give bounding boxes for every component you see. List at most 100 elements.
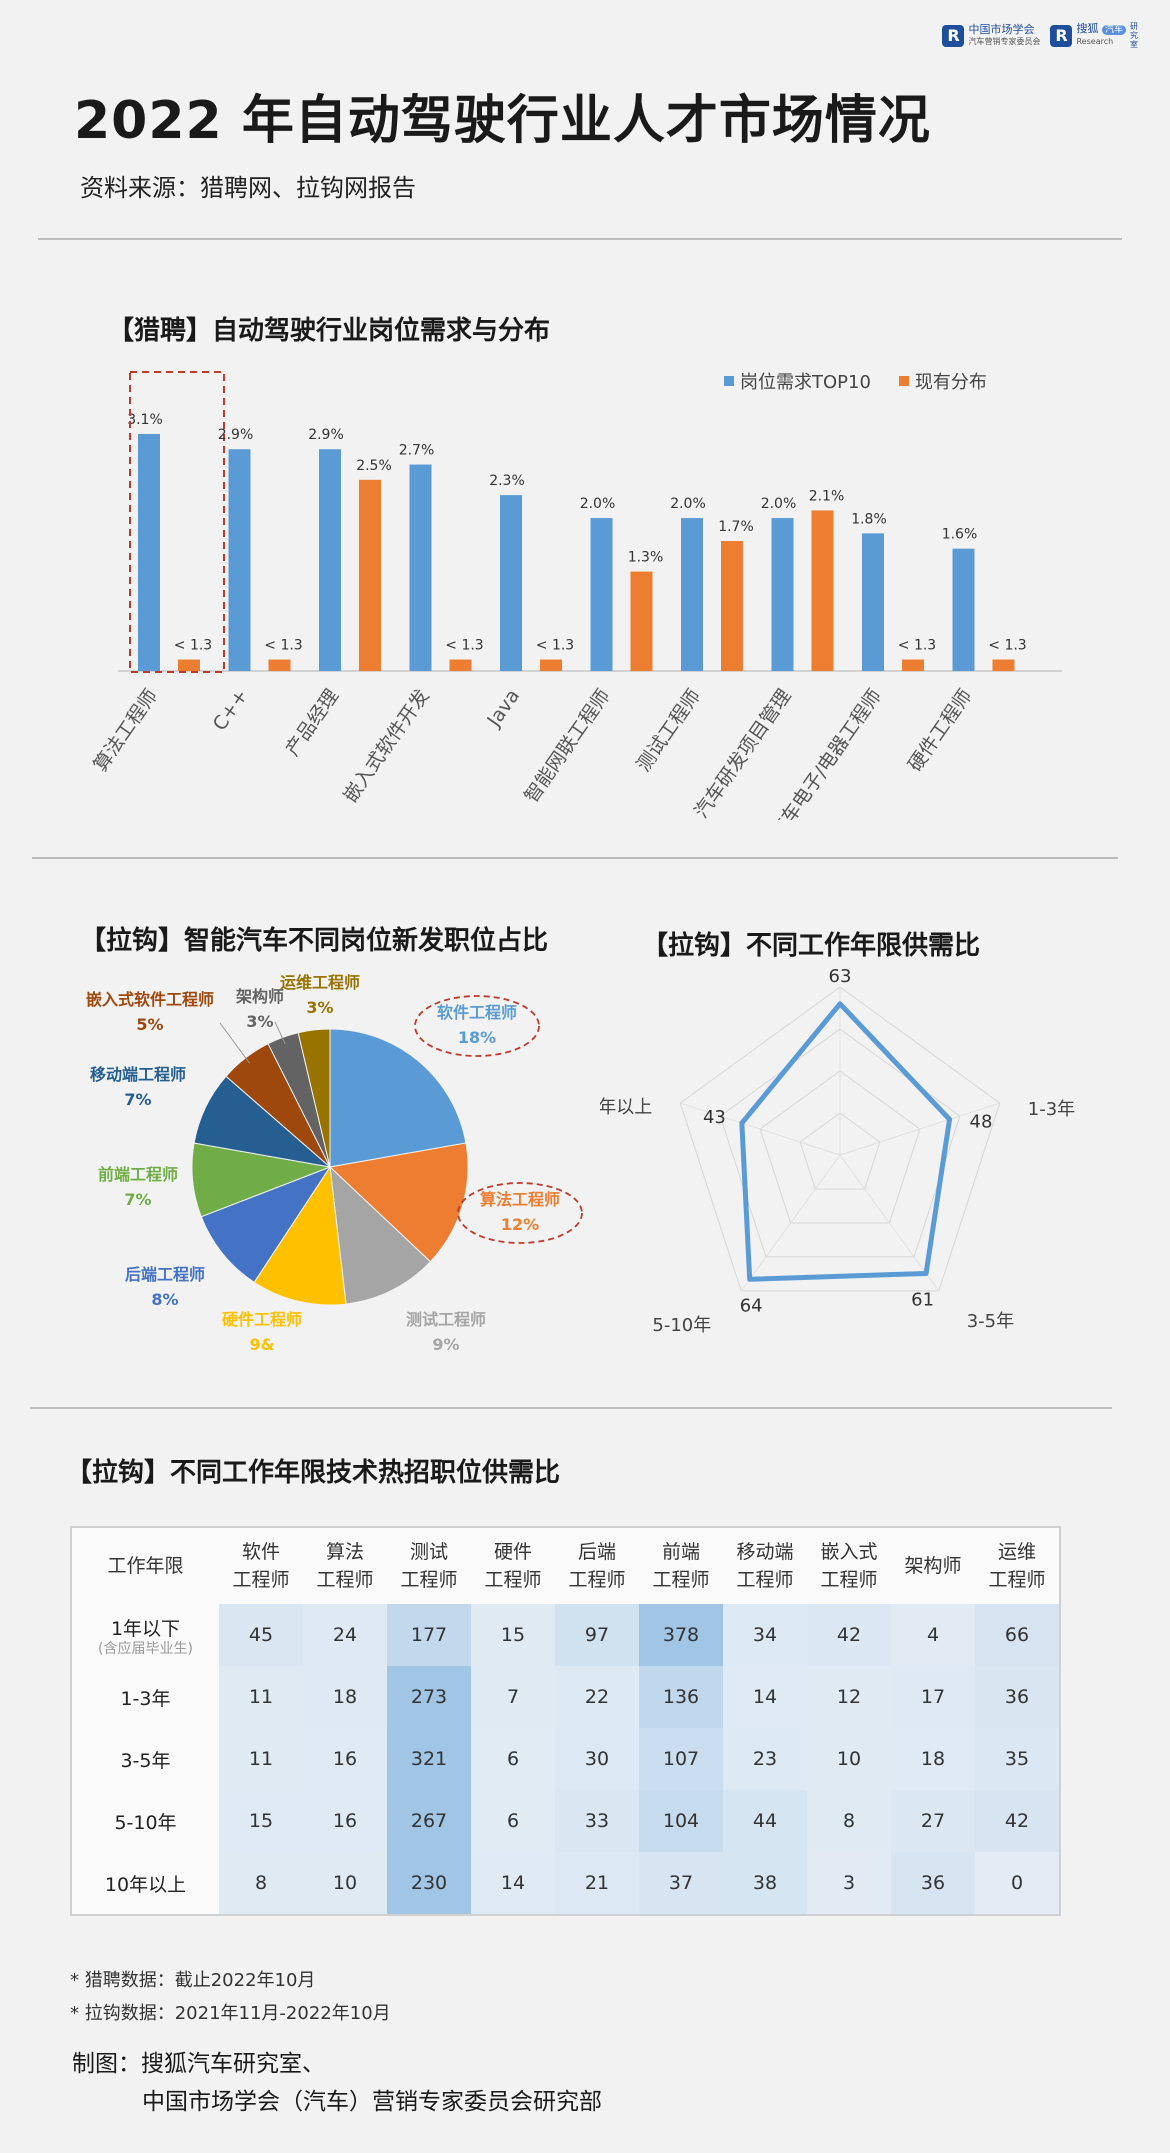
column-header-line2: 工程师 [400,1569,458,1591]
heatmap-row: 3-5年 11 16 321 6 30 107 23 10 18 35 [72,1728,1059,1790]
data-label: 1.8% [851,511,887,527]
heatmap-cell: 44 [723,1790,807,1852]
slice-pct-label: 9& [249,1335,274,1354]
footnote-lagou: * 拉钩数据：2021年11月-2022年10月 [70,2003,391,2024]
column-header-line2: 工程师 [652,1569,710,1591]
heatmap-row: 5-10年 15 16 267 6 33 104 44 8 27 42 [72,1790,1059,1852]
heatmap-cell: 33 [555,1790,639,1852]
radar-spoke [839,1154,940,1292]
heatmap-column-header: 软件 工程师 [219,1528,303,1604]
slice-label: 后端工程师 [125,1265,205,1284]
slice-label: 嵌入式软件工程师 [86,990,214,1009]
row-label-text: 1年以下 [110,1617,181,1640]
column-header-line1: 运维 [997,1541,1036,1563]
heatmap-cell: 15 [471,1604,555,1666]
pie-chart: 软件工程师 18% 算法工程师 12% 测试工程师 9% 硬件工程师 9&后端工程师 8% 前端工… [86,973,583,1354]
heatmap-cell: 35 [975,1728,1059,1790]
pie-slice [329,1165,432,1305]
heatmap-cell: 10 [303,1852,387,1914]
slice-pct-label: 7% [124,1190,151,1209]
row-label-text: 10年以上 [104,1873,187,1896]
bar-demand [590,518,613,671]
heatmap-column-header: 硬件 工程师 [471,1528,555,1604]
heatmap-cell: 34 [723,1604,807,1666]
data-label: < 1.3 [898,638,936,654]
heatmap-cell: 15 [219,1790,303,1852]
data-label: 2.0% [580,496,616,512]
data-label: 2.0% [670,496,706,512]
radar-value-label: 63 [829,966,852,987]
heatmap-cell: 42 [975,1790,1059,1852]
data-label: < 1.3 [264,638,302,654]
row-label-text: 1-3年 [120,1687,171,1710]
highlight-ellipse [414,995,540,1057]
sohu-research-logo: R 搜狐 汽车 Research 研究室 [1050,22,1140,49]
data-label: 2.9% [308,427,344,443]
legend-item-demand: 岗位需求TOP10 [724,368,871,394]
page-title: 2022 年自动驾驶行业人才市场情况 [74,91,931,151]
highlight-box [129,371,225,673]
cms-logo: R 中国市场学会 汽车营销专家委员会 [942,23,1040,48]
heatmap-cell: 4 [891,1604,975,1666]
slice-pct-label: 3% [246,1012,273,1031]
radar-axis-label: 1-3年 [1028,1099,1075,1120]
slice-label: 硬件工程师 [222,1310,302,1329]
radar-value-label: 61 [911,1289,934,1310]
data-label: < 1.3 [536,638,574,654]
row-label-sub: (含应届毕业生) [98,1640,193,1657]
data-label: < 1.3 [174,638,212,654]
heatmap-cell: 12 [807,1666,891,1728]
data-label: 3.1% [127,412,163,428]
bar-demand [409,464,432,671]
heatmap-cell: 10 [807,1728,891,1790]
radar-spoke [839,1102,1000,1156]
slice-label: 移动端工程师 [90,1065,186,1084]
data-label: 2.5% [356,458,392,474]
slice-label: 测试工程师 [406,1310,486,1329]
sohu-logo-tag: 研究室 [1130,22,1138,49]
heatmap-cell: 107 [639,1728,723,1790]
leader-line [219,1022,251,1064]
heatmap-cell: 136 [639,1666,723,1728]
category-tick-label: 测试工程师 [633,685,706,775]
bar-existing [630,571,653,671]
heatmap-cell: 16 [303,1728,387,1790]
heatmap-cell: 97 [555,1604,639,1666]
heatmap-cell: 11 [219,1728,303,1790]
heatmap-cell: 66 [975,1604,1059,1666]
radar-axis-label: 3-5年 [967,1311,1014,1332]
heatmap-title: 【拉钩】不同工作年限技术热招职位供需比 [66,1458,561,1488]
heatmap-header-row: 工作年限 软件 工程师 算法 工程师 测试 工程师 硬件 工程师 后端 工程师 前端 工程师 移动端 工程师… [72,1528,1059,1604]
pie-slice [200,1165,332,1283]
bar-chart-legend: 岗位需求TOP10 现有分布 [724,368,987,394]
data-label: 2.9% [218,427,254,443]
column-header-line2: 工程师 [820,1569,878,1591]
heatmap-table: 工作年限 软件 工程师 算法 工程师 测试 工程师 硬件 工程师 后端 工程师 前端 工程师 移动端 工程师… [72,1528,1059,1914]
heatmap-cell: 177 [387,1604,471,1666]
heatmap-cell: 8 [219,1852,303,1914]
column-header-line2: 工程师 [232,1569,290,1591]
radar-series-line [739,1001,953,1282]
heatmap-cell: 17 [891,1666,975,1728]
heatmap-cell: 38 [723,1852,807,1914]
column-header-line2: 工程师 [316,1569,374,1591]
heatmap-cell: 104 [639,1790,723,1852]
sohu-logo-badge: 汽车 [1101,25,1126,35]
data-label: 2.7% [399,443,435,459]
heatmap-cell: 321 [387,1728,471,1790]
sohu-logo-name: 搜狐 [1076,22,1099,35]
heatmap-cell: 8 [807,1790,891,1852]
bar-existing [902,659,924,671]
slice-label: 算法工程师 [480,1190,560,1209]
legend-label-existing: 现有分布 [914,372,987,393]
divider [32,857,1118,859]
footnote-liepin: * 猎聘数据：截止2022年10月 [70,1970,316,1991]
divider [38,238,1122,240]
data-source: 资料来源：猎聘网、拉钩网报告 [80,174,416,202]
slice-pct-label: 12% [501,1215,539,1234]
category-tick-label: Java [482,685,524,731]
heatmap-cell: 273 [387,1666,471,1728]
heatmap-cell: 36 [975,1666,1059,1728]
radar-grid-ring [679,986,1001,1292]
slice-pct-label: 18% [458,1028,496,1047]
